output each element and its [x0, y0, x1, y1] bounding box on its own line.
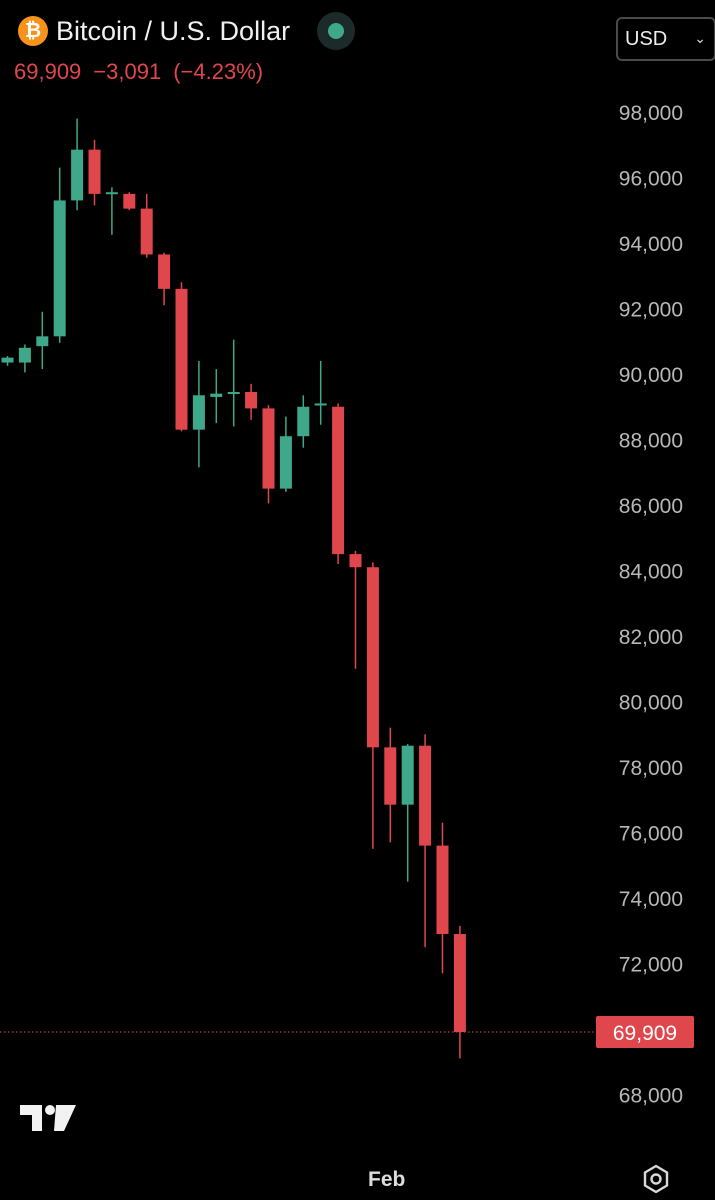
candle-body [123, 193, 136, 209]
y-axis-tick-label: 98,000 [619, 102, 683, 125]
y-axis-tick-label: 68,000 [619, 1085, 683, 1108]
candle-body [71, 149, 84, 201]
candle-body [349, 554, 362, 568]
candle-body [227, 392, 240, 395]
candle-body [140, 208, 153, 255]
bitcoin-logo-icon: ₿ [18, 16, 48, 46]
market-open-dot-icon [328, 23, 344, 39]
last-price: 69,909 [14, 59, 82, 84]
last-price-badge [596, 1015, 694, 1048]
last-price-badge-label: 69,909 [613, 1022, 677, 1045]
tradingview-logo-icon[interactable] [20, 1103, 78, 1133]
y-axis-tick-label: 86,000 [619, 495, 683, 518]
price-change-percent: (−4.23%) [173, 59, 264, 84]
candle-body [384, 747, 397, 805]
y-axis-tick-label: 72,000 [619, 954, 683, 977]
candle-body [192, 395, 205, 430]
price-quote: 69,909 −3,091 (−4.23%) [14, 59, 275, 85]
symbol-title[interactable]: Bitcoin / U.S. Dollar [56, 16, 291, 46]
y-axis-tick-label: 96,000 [619, 168, 683, 191]
candle-body [453, 934, 466, 1032]
candle-body [158, 254, 171, 289]
candle-body [18, 347, 31, 363]
y-axis-tick-label: 92,000 [619, 299, 683, 322]
candle-body [36, 336, 49, 347]
candle-body [419, 745, 432, 846]
candle-body [262, 408, 275, 489]
candle-body [105, 192, 118, 195]
candle-body [53, 200, 66, 337]
candle-body [88, 149, 101, 194]
y-axis-tick-label: 94,000 [619, 233, 683, 256]
currency-select-value: USD [625, 28, 668, 50]
price-change: −3,091 [93, 59, 162, 84]
candle-body [175, 288, 188, 430]
candle-body [366, 567, 379, 748]
y-axis-tick-label: 88,000 [619, 430, 683, 453]
settings-gear-icon[interactable] [641, 1164, 671, 1194]
candle-body [1, 357, 14, 363]
candle-body [436, 845, 449, 935]
y-axis-tick-label: 82,000 [619, 626, 683, 649]
candle-body [279, 436, 292, 489]
y-axis-tick-label: 80,000 [619, 692, 683, 715]
y-axis-tick-label: 90,000 [619, 364, 683, 387]
candle-body [332, 406, 345, 555]
market-status-indicator[interactable] [317, 12, 355, 50]
y-axis-tick-label: 74,000 [619, 888, 683, 911]
candle-body [245, 392, 258, 409]
candle-body [210, 393, 223, 397]
currency-select[interactable]: USD ⌄ [616, 17, 715, 61]
candle-body [297, 406, 310, 437]
y-axis-tick-label: 78,000 [619, 757, 683, 780]
chart-header: ₿ Bitcoin / U.S. Dollar 69,909 −3,091 (−4.… [14, 10, 715, 90]
y-axis-tick-label: 84,000 [619, 561, 683, 584]
candle-body [401, 745, 414, 805]
y-axis-tick-label: 76,000 [619, 823, 683, 846]
x-axis-label-feb: Feb [368, 1168, 406, 1191]
candle-body [314, 403, 327, 406]
chevron-down-icon: ⌄ [694, 30, 706, 46]
